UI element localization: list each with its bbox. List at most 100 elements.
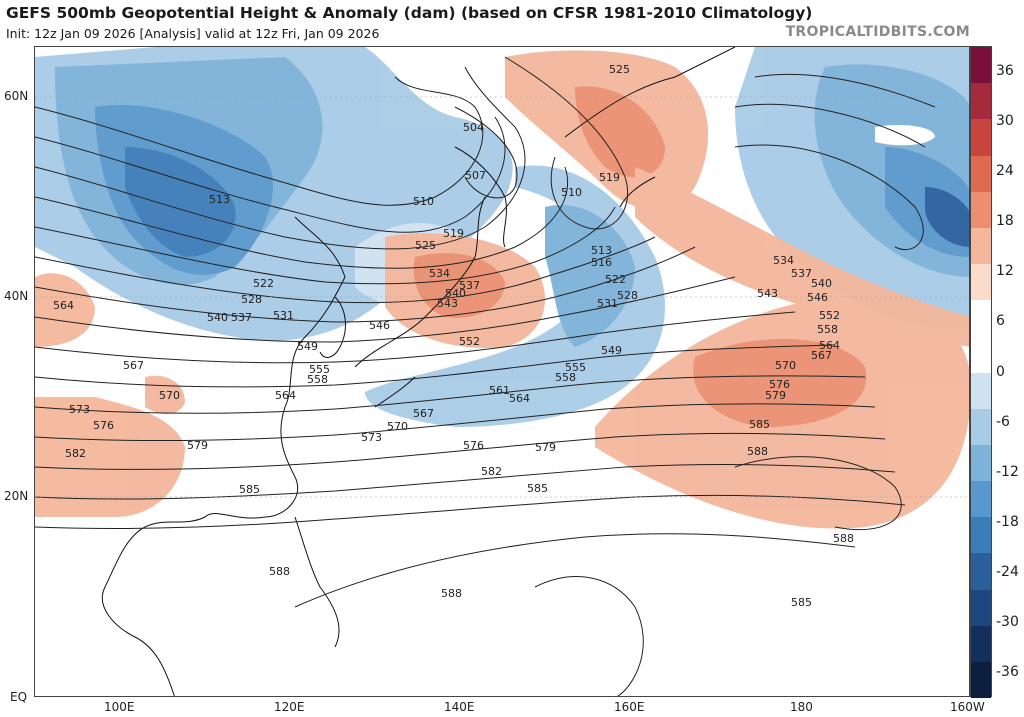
colorbar-swatch [971, 264, 991, 301]
contour-label: 570 [159, 389, 180, 402]
contour-label: 540 [811, 277, 832, 290]
colorbar-label: 12 [996, 263, 1014, 279]
map-title: GEFS 500mb Geopotential Height & Anomaly… [6, 4, 813, 22]
colorbar-label: -30 [996, 614, 1019, 630]
credit-watermark: TROPICALTIDBITS.COM [785, 24, 970, 40]
contour-label: 516 [591, 256, 612, 269]
contour-label: 558 [555, 371, 576, 384]
contour-label: 558 [307, 373, 328, 386]
colorbar-swatch [971, 444, 991, 482]
lon-label: 160W [950, 700, 985, 714]
colorbar-label: 6 [996, 313, 1005, 329]
contour-label: 588 [833, 532, 854, 545]
lon-label: 180 [790, 700, 813, 714]
lon-label: 120E [274, 700, 305, 714]
colorbar-label: -36 [996, 664, 1019, 680]
contour-label: 564 [53, 299, 74, 312]
colorbar-swatch [971, 625, 991, 663]
contour-label: 537 [231, 311, 252, 324]
contour-label: 558 [817, 323, 838, 336]
contour-label: 579 [187, 439, 208, 452]
contour-label: 507 [465, 169, 486, 182]
contour-label: 540 [445, 287, 466, 300]
contour-label: 549 [297, 340, 318, 353]
contour-label: 576 [93, 419, 114, 432]
contour-label: 522 [605, 273, 626, 286]
colorbar-label: -12 [996, 464, 1019, 480]
lon-label: 100E [104, 700, 135, 714]
contour-label: 588 [747, 445, 768, 458]
contour-label: 528 [617, 289, 638, 302]
contour-label: 573 [361, 431, 382, 444]
header: GEFS 500mb Geopotential Height & Anomaly… [0, 0, 1024, 46]
colorbar-swatch [971, 372, 991, 410]
contour-label: 588 [269, 565, 290, 578]
colorbar-label: 18 [996, 213, 1014, 229]
colorbar-swatch [971, 589, 991, 627]
map-subtitle: Init: 12z Jan 09 2026 [Analysis] valid a… [6, 26, 380, 41]
contour-label: 546 [369, 319, 390, 332]
contour-label: 579 [765, 389, 786, 402]
graticule [35, 96, 969, 498]
contour-label: 567 [123, 359, 144, 372]
contour-label: 582 [481, 465, 502, 478]
contour-label: 543 [757, 287, 778, 300]
contour-label: 519 [599, 171, 620, 184]
colorbar-label: 0 [996, 364, 1005, 380]
contour-label: 513 [591, 244, 612, 257]
colorbar-swatch [971, 300, 991, 337]
contour-label: 567 [413, 407, 434, 420]
colorbar-swatch [971, 191, 991, 229]
lat-label: 40N [4, 289, 29, 303]
colorbar-swatch [971, 336, 991, 373]
contour-label: 573 [69, 403, 90, 416]
contour-label: 585 [239, 483, 260, 496]
lon-label: 160E [614, 700, 645, 714]
contour-label: 534 [773, 254, 794, 267]
contour-label: 552 [459, 335, 480, 348]
colorbar-label: -24 [996, 564, 1019, 580]
colorbar-label: 30 [996, 113, 1014, 129]
colorbar-swatch [971, 553, 991, 590]
contour-label: 522 [253, 277, 274, 290]
contour-label: 531 [273, 309, 294, 322]
contour-label: 582 [65, 447, 86, 460]
negative-anomaly-shading [35, 47, 969, 427]
contour-label: 564 [819, 339, 840, 352]
colorbar-swatch [971, 83, 991, 120]
colorbar-label: 36 [996, 63, 1014, 79]
contour-label: 549 [601, 344, 622, 357]
colorbar-swatch [971, 155, 991, 193]
contour-label: 546 [807, 291, 828, 304]
contour-label: 543 [437, 297, 458, 310]
contour-label: 567 [811, 349, 832, 362]
contour-label: 552 [819, 309, 840, 322]
contour-label: 585 [791, 596, 812, 609]
contour-label: 585 [749, 418, 770, 431]
contour-label: 540 [207, 311, 228, 324]
colorbar-swatch [971, 481, 991, 518]
contour-label: 504 [463, 121, 484, 134]
contour-label-layer: 564 567 570 573 576 579 582 585 588 513 … [53, 63, 854, 609]
contour-label: 537 [459, 279, 480, 292]
contour-label: 519 [443, 227, 464, 240]
contour-label: 525 [415, 239, 436, 252]
colorbar-swatch [971, 227, 991, 265]
contour-label: 579 [535, 441, 556, 454]
contour-label: 537 [791, 267, 812, 280]
colorbar-label: -6 [996, 414, 1010, 430]
lon-label: 140E [444, 700, 475, 714]
contour-label: 510 [561, 186, 582, 199]
colorbar-label: 24 [996, 163, 1014, 179]
contour-label: 528 [241, 293, 262, 306]
contour-label: 534 [429, 267, 450, 280]
contour-label: 555 [309, 363, 330, 376]
contour-label: 570 [387, 420, 408, 433]
contour-label: 585 [527, 482, 548, 495]
contour-label: 561 [489, 384, 510, 397]
colorbar-swatch [971, 661, 991, 699]
map-panel: 564 567 570 573 576 579 582 585 588 513 … [34, 46, 970, 697]
lat-label: 20N [4, 489, 29, 503]
contour-label: 555 [565, 361, 586, 374]
height-contours [35, 56, 936, 696]
